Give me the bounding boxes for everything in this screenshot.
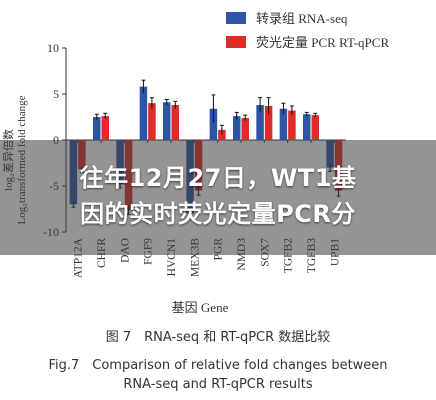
figure-caption-en-1: Fig.7 Comparison of relative fold change…: [48, 358, 388, 373]
headline-line-2: 因的实时荧光定量PCR分: [80, 200, 356, 228]
bar-qpcr: [264, 105, 273, 140]
chart-legend: 转录组 RNA-seq 荧光定量 PCR RT-qPCR: [226, 11, 389, 50]
headline: 往年12月27日，WT1基 因的实时荧光定量PCR分: [0, 160, 436, 232]
legend-label: 荧光定量 PCR RT-qPCR: [256, 35, 389, 50]
bar-qpcr: [311, 115, 319, 140]
x-axis-label: 基因 Gene: [172, 300, 229, 315]
bar-rnaseq: [233, 116, 241, 140]
bar-rnaseq: [279, 108, 288, 140]
bar-rnaseq: [139, 86, 148, 140]
legend-swatch: [226, 36, 246, 48]
bar-qpcr: [288, 110, 296, 140]
bar-rnaseq: [163, 102, 171, 140]
headline-overlay: [0, 140, 436, 255]
legend-label: 转录组 RNA-seq: [256, 11, 348, 26]
bar-rnaseq: [93, 117, 101, 140]
bar-rnaseq: [209, 108, 218, 140]
y-tick-label: 10: [47, 41, 59, 55]
bar-qpcr: [171, 105, 179, 140]
legend-swatch: [226, 12, 246, 24]
bar-qpcr: [101, 116, 109, 140]
bar-qpcr: [241, 117, 249, 140]
figure-caption-en-2: RNA-seq and RT-qPCR results: [123, 377, 313, 392]
bar-rnaseq: [303, 114, 311, 140]
bar-qpcr: [218, 129, 226, 140]
bar-rnaseq: [256, 105, 264, 140]
y-tick-label: 5: [53, 87, 59, 101]
bar-qpcr: [148, 103, 156, 140]
headline-line-1: 往年12月27日，WT1基: [79, 164, 357, 192]
figure-caption-cn: 图 7 RNA-seq 和 RT-qPCR 数据比较: [105, 330, 331, 345]
